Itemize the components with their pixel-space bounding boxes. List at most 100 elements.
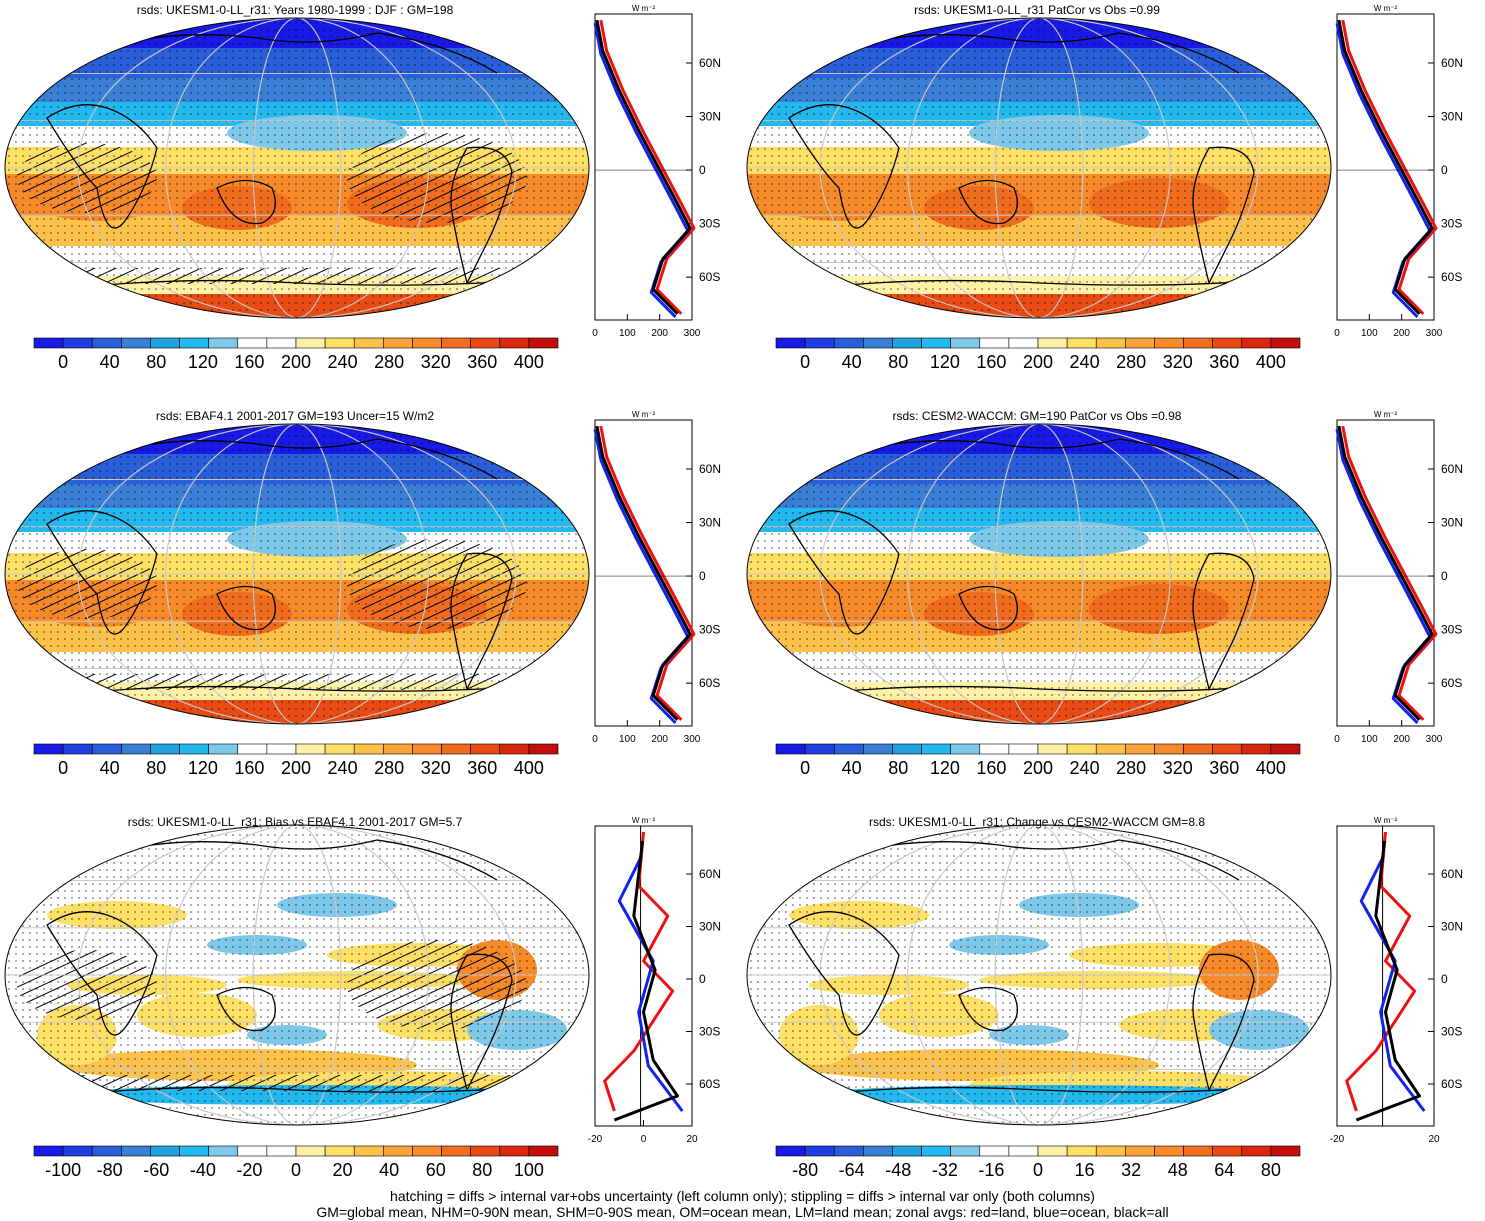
coastline-australia bbox=[216, 585, 276, 631]
profile-frame bbox=[1336, 825, 1435, 1127]
colorbar-tick-label: 0 bbox=[291, 1160, 301, 1180]
meridian-line bbox=[819, 424, 1259, 724]
zonal-profile: W m⁻² 60N 30N 0 30S 60S 0 100 200 300 bbox=[592, 410, 721, 745]
profile-x-label: 300 bbox=[1426, 734, 1443, 745]
colorbar-swatch bbox=[441, 1145, 471, 1157]
meridian-line bbox=[907, 825, 1171, 1125]
colorbar-swatch bbox=[1183, 337, 1213, 349]
colorbar-swatch bbox=[979, 337, 1010, 349]
profile-lat-label: 0 bbox=[699, 972, 706, 986]
profile-lat-label: 60S bbox=[1441, 676, 1462, 690]
colorbar-tick-label: 120 bbox=[188, 352, 218, 372]
colorbar-swatch bbox=[1212, 1145, 1243, 1157]
colorbar-swatch bbox=[33, 743, 64, 755]
colorbar-swatch bbox=[470, 337, 501, 349]
meridian-line bbox=[77, 18, 517, 318]
colorbar-swatch bbox=[1270, 337, 1301, 349]
colorbar-tick-label: 160 bbox=[234, 758, 264, 778]
hatching bbox=[5, 1075, 589, 1091]
profile-curve-all bbox=[595, 425, 692, 721]
colorbar-swatch bbox=[528, 743, 559, 755]
colorbar-swatch bbox=[208, 743, 239, 755]
profile-x-label: 100 bbox=[1361, 328, 1378, 339]
colorbar-swatch bbox=[441, 337, 471, 349]
colorbar-swatch bbox=[892, 337, 922, 349]
panel-bias: rsds: UKESM1-0-LL_r31: Bias vs EBAF4.1 2… bbox=[0, 812, 742, 1217]
profile-frame bbox=[1336, 419, 1435, 727]
profile-curve-land bbox=[603, 831, 675, 1112]
profile-x-label: -20 bbox=[1330, 1134, 1345, 1145]
map-outline bbox=[746, 824, 1332, 1126]
coastline-africa bbox=[788, 510, 900, 635]
colorbar-swatch bbox=[353, 1145, 384, 1157]
profile-lat-label: 60S bbox=[1441, 1077, 1462, 1091]
profile-lat-label: 30S bbox=[1441, 623, 1462, 637]
colorbar-tick-label: 0 bbox=[800, 352, 810, 372]
profile-curve-all bbox=[1337, 19, 1434, 315]
colorbar-swatch bbox=[208, 1145, 239, 1157]
profile-lat-label: 60N bbox=[1441, 56, 1463, 70]
colorbar-tick-label: 160 bbox=[976, 352, 1006, 372]
profile-x-label: 200 bbox=[651, 734, 668, 745]
meridian-line bbox=[907, 18, 1171, 318]
profile-lat-label: 30N bbox=[1441, 516, 1463, 530]
colorbar-tick-label: 0 bbox=[58, 352, 68, 372]
profile-x-label: 0 bbox=[1334, 734, 1340, 745]
colorbar-swatch bbox=[950, 337, 981, 349]
colorbar-swatch bbox=[1183, 743, 1213, 755]
profile-x-label: 200 bbox=[651, 328, 668, 339]
meridian-line bbox=[994, 424, 1084, 724]
colorbar-tick-label: -80 bbox=[97, 1160, 123, 1180]
colorbar-swatch bbox=[1125, 337, 1155, 349]
colorbar-tick-label: 0 bbox=[58, 758, 68, 778]
colorbar-swatch bbox=[121, 337, 151, 349]
colorbar-swatch bbox=[833, 1145, 864, 1157]
panel-title: rsds: EBAF4.1 2001-2017 GM=193 Uncer=15 … bbox=[155, 409, 435, 423]
colorbar-swatch bbox=[863, 337, 893, 349]
colorbar-tick-label: 280 bbox=[1116, 352, 1146, 372]
profile-curve-ocean bbox=[617, 855, 684, 1112]
colorbar-swatch bbox=[179, 743, 209, 755]
colorbar-swatch bbox=[412, 743, 442, 755]
profile-lat-label: 60N bbox=[1441, 462, 1463, 476]
panel-title: rsds: CESM2-WACCM: GM=190 PatCor vs Obs … bbox=[892, 409, 1182, 423]
colorbar-swatch bbox=[1066, 337, 1097, 349]
colorbar-swatch bbox=[237, 743, 268, 755]
colorbar-tick-label: 48 bbox=[1168, 1160, 1188, 1180]
colorbar-swatch bbox=[1037, 337, 1068, 349]
profile-frame bbox=[1336, 13, 1435, 321]
map-outline bbox=[4, 423, 590, 725]
colorbar-swatch bbox=[775, 743, 806, 755]
profile-x-label: 100 bbox=[1361, 734, 1378, 745]
colorbar-tick-label: 400 bbox=[1256, 352, 1286, 372]
profile-curve-land bbox=[599, 19, 696, 315]
coastline-south-america bbox=[450, 552, 513, 691]
colorbar-swatch bbox=[324, 337, 355, 349]
meridian-line bbox=[165, 825, 429, 1125]
hatching bbox=[17, 549, 157, 619]
colorbar-swatch bbox=[150, 1145, 180, 1157]
colorbar-swatch bbox=[33, 337, 64, 349]
profile-unit-label: W m⁻² bbox=[1374, 410, 1398, 419]
profile-lat-label: 0 bbox=[699, 163, 706, 177]
colorbar-swatch bbox=[1154, 337, 1184, 349]
panel-cesm2-waccm: rsds: CESM2-WACCM: GM=190 PatCor vs Obs … bbox=[742, 406, 1484, 811]
coastline-africa bbox=[46, 104, 158, 229]
colorbar-tick-label: -16 bbox=[978, 1160, 1004, 1180]
coastline-south-america bbox=[450, 953, 513, 1092]
colorbar-tick-label: 16 bbox=[1075, 1160, 1095, 1180]
map-outline bbox=[746, 423, 1332, 725]
colorbar-swatch bbox=[863, 743, 893, 755]
meridian-line bbox=[77, 825, 517, 1125]
colorbar-swatch bbox=[921, 743, 951, 755]
colorbar-swatch bbox=[383, 337, 413, 349]
meridian-line bbox=[907, 424, 1171, 724]
panel-figure: 0 40 80 120 160 200 240 280 320 360 400 W m⁻² 60N 30N… bbox=[4, 410, 721, 778]
hatching bbox=[347, 539, 527, 629]
panel-model-djf: rsds: UKESM1-0-LL_r31: Years 1980-1999 :… bbox=[0, 0, 742, 405]
colorbar-swatch bbox=[1241, 1145, 1272, 1157]
colorbar-swatch bbox=[499, 1145, 530, 1157]
colorbar-tick-label: 160 bbox=[234, 352, 264, 372]
panel-model-patcor: rsds: UKESM1-0-LL_r31 PatCor vs Obs =0.9… bbox=[742, 0, 1484, 405]
profile-curve-land bbox=[599, 425, 696, 721]
